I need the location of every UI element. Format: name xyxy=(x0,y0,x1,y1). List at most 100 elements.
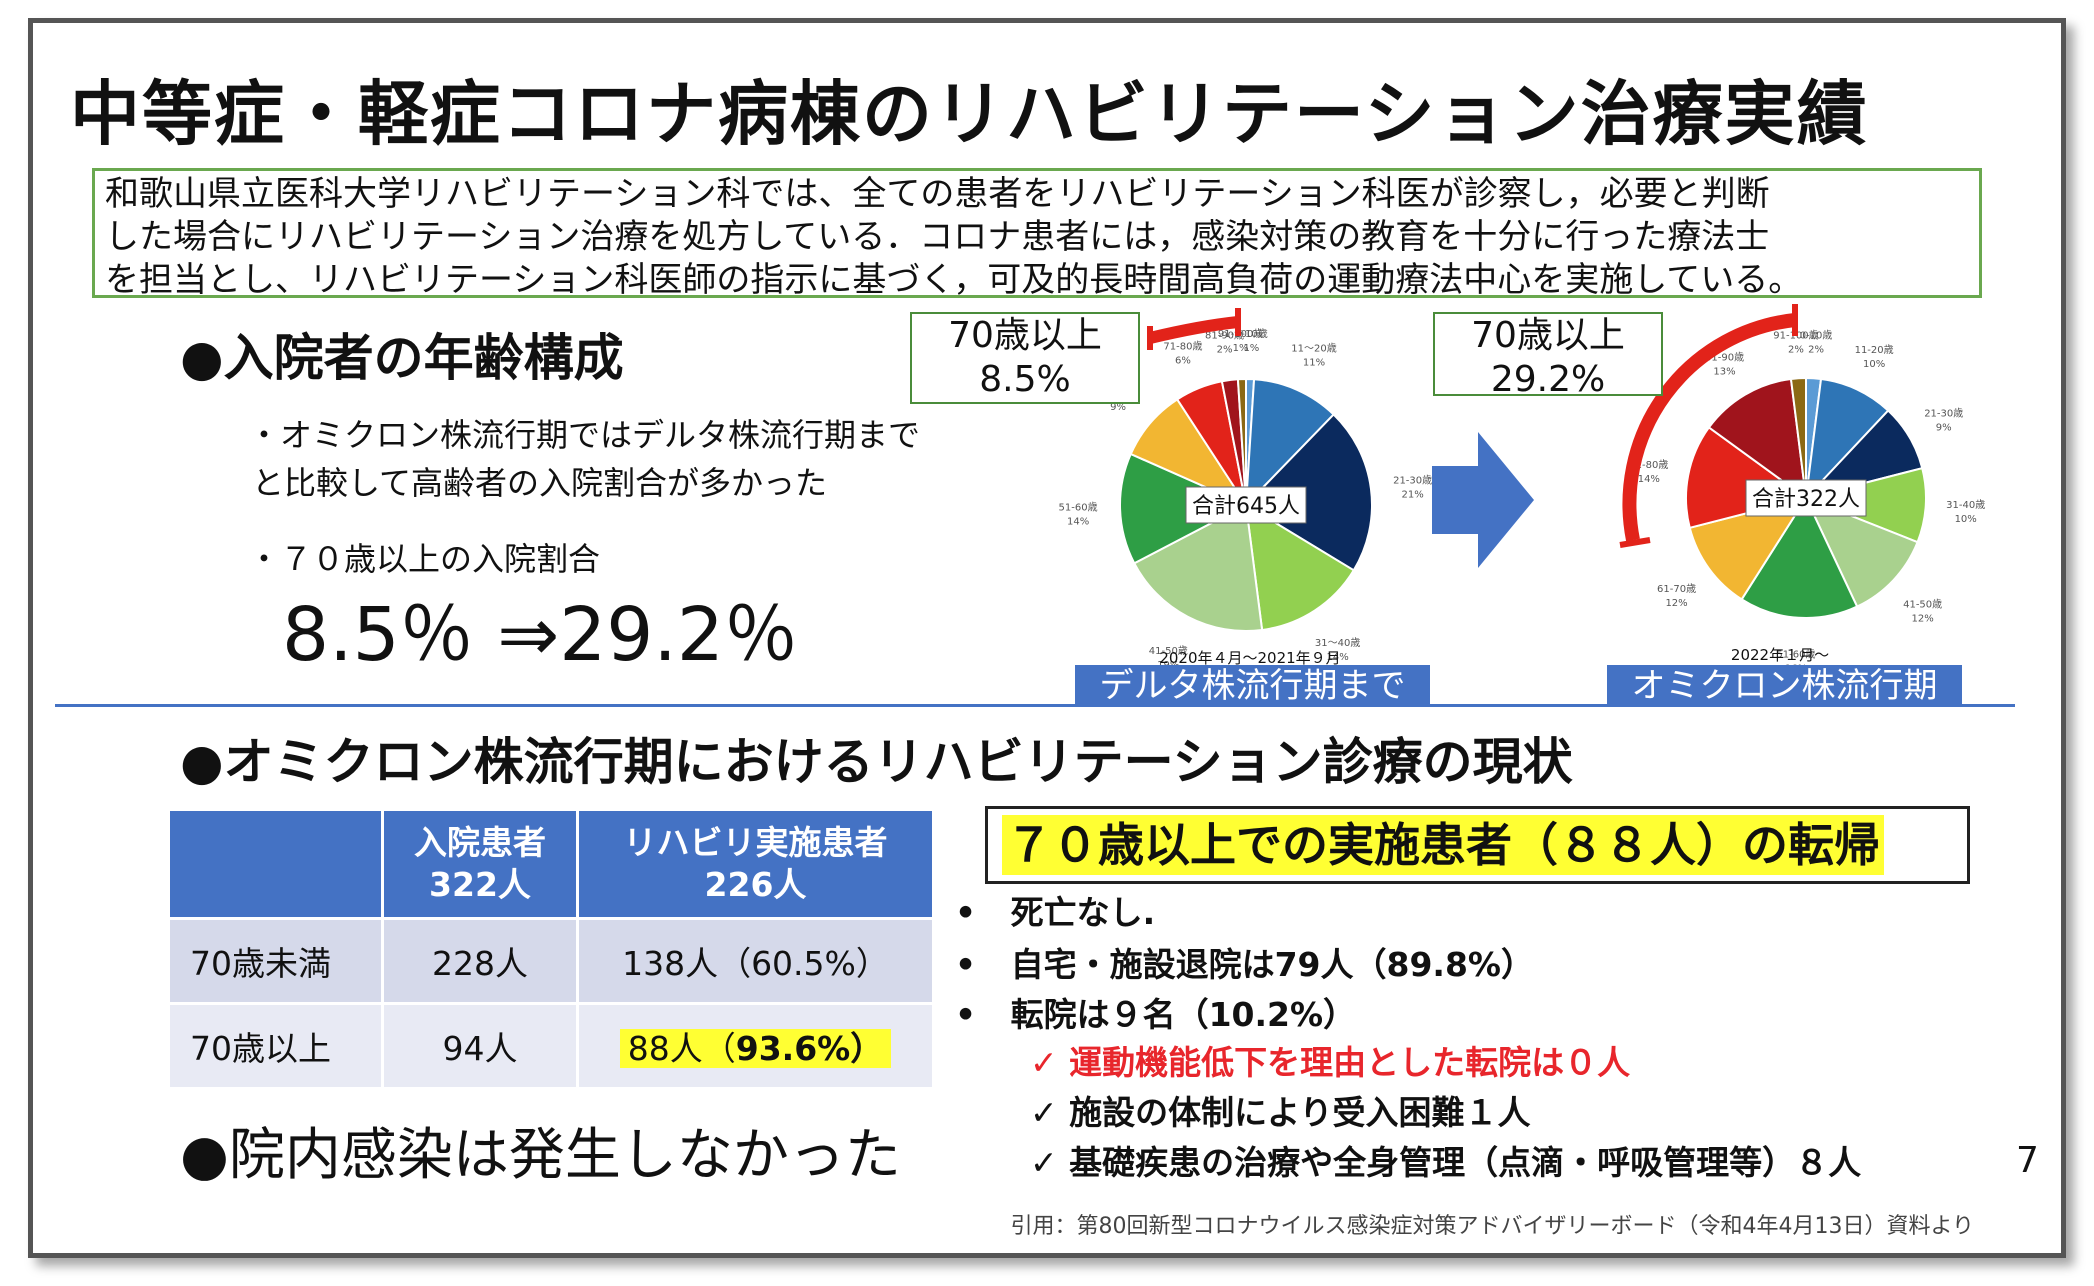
slice-category-label: 51-60歳 xyxy=(1059,501,1098,513)
bullet-item: • 自宅・施設退院は79人（89.8%） xyxy=(955,945,1534,984)
check-item: ✓ 基礎疾患の治療や全身管理（点滴・呼吸管理等）８人 xyxy=(1030,1136,1861,1184)
omicron-over70-bracket-icon xyxy=(1622,313,1796,542)
row-label: 70歳以上 xyxy=(167,1002,384,1090)
bullet-item: • 死亡なし. xyxy=(955,893,1156,932)
slice-category-label: 11-20歳 xyxy=(1855,344,1894,356)
pie-slice xyxy=(1740,495,1859,619)
intro-line: 和歌山県立医科大学リハビリテーション科では、全ての患者をリハビリテーション科医が… xyxy=(105,174,1770,214)
slice-value-label: 6% xyxy=(1175,355,1191,366)
rehab-percent: 93.6%） xyxy=(735,1029,884,1068)
slice-category-label: 21-30歳 xyxy=(1924,408,1963,420)
row-label: 70歳未満 xyxy=(167,917,384,1005)
ratio-text: 8.5％ ⇒29.2％ xyxy=(282,592,798,678)
age-note-2: ・７０歳以上の入院割合 xyxy=(248,540,601,578)
outcome-heading-box: ７０歳以上での実施患者（８８人）の転帰 xyxy=(985,806,1970,884)
check-icon: ✓ xyxy=(1030,1143,1058,1182)
delta-over70-bracket-icon xyxy=(1148,316,1239,344)
pie-slice xyxy=(1132,503,1264,632)
slice-category-label: 81-90歳 xyxy=(1205,329,1244,341)
callout-value: 29.2% xyxy=(1490,359,1606,400)
slice-value-label: 2% xyxy=(1788,344,1804,355)
header-count: 322人 xyxy=(429,865,531,904)
pie-slice xyxy=(1244,503,1356,632)
rehab-heading: ●オミクロン株流行期におけるリハビリテーション診療の現状 xyxy=(180,733,1573,791)
check-item: ✓ 運動機能低下を理由とした転院は０人 xyxy=(1030,1036,1630,1084)
page-number: 7 xyxy=(2016,1140,2039,1181)
slice-value-label: 1% xyxy=(1233,343,1249,354)
callout-value: 8.5% xyxy=(979,359,1071,400)
pie-slice xyxy=(1244,413,1373,572)
slice-category-label: 41-50歳 xyxy=(1903,599,1942,611)
pie-center-label: 合計645人 xyxy=(1192,494,1300,519)
slice-value-label: 10% xyxy=(1955,514,1977,525)
check-text: 施設の体制により受入困難１人 xyxy=(1069,1093,1531,1132)
check-text: 基礎疾患の治療や全身管理（点滴・呼吸管理等）８人 xyxy=(1069,1143,1862,1182)
slice-category-label: 0-10歳 xyxy=(1235,328,1268,340)
pie-center-label: 合計322人 xyxy=(1752,487,1860,512)
pie-center-box xyxy=(1745,479,1867,517)
omicron-bracket-end-icon xyxy=(1619,537,1651,548)
slice-value-label: 21% xyxy=(1402,490,1424,501)
slice-value-label: 14% xyxy=(1638,474,1660,485)
outcome-heading: ７０歳以上での実施患者（８８人）の転帰 xyxy=(1002,815,1884,875)
pie-center-box xyxy=(1185,486,1307,524)
slide-title: 中等症・軽症コロナ病棟のリハビリテーション治療実績 xyxy=(70,73,1869,155)
row-rehab: 138人（60.5%） xyxy=(576,917,935,1005)
slice-value-label: 1% xyxy=(1243,343,1259,354)
slice-value-label: 2% xyxy=(1808,344,1824,355)
infection-note: ●院内感染は発生しなかった xyxy=(180,1123,901,1188)
check-text: 運動機能低下を理由とした転院は０人 xyxy=(1069,1043,1631,1082)
header-text: リハビリ実施患者 xyxy=(623,823,888,862)
check-icon: ✓ xyxy=(1030,1093,1058,1132)
slice-category-label: 41-50歳 xyxy=(1149,645,1188,657)
slice-value-label: 2% xyxy=(1217,344,1233,355)
table-header-admitted: 入院患者 322人 xyxy=(381,808,579,920)
slice-value-label: 14% xyxy=(1067,516,1089,527)
slice-value-label: 14% xyxy=(1327,652,1349,663)
slice-category-label: 0-10歳 xyxy=(1800,329,1833,341)
bullet-text: 自宅・施設退院は79人（89.8%） xyxy=(1010,945,1534,984)
slice-value-label: 11% xyxy=(1303,357,1325,368)
row-admitted: 228人 xyxy=(381,917,579,1005)
row-admitted: 94人 xyxy=(381,1002,579,1090)
check-icon: ✓ xyxy=(1030,1043,1058,1082)
slice-category-label: 71-80歳 xyxy=(1163,340,1202,352)
slice-category-label: 21-30歳 xyxy=(1393,475,1432,487)
table-header-row: 入院患者 322人 リハビリ実施患者 226人 xyxy=(167,808,935,920)
bullet-item: • 転院は９名（10.2%） xyxy=(955,995,1357,1034)
table-header-empty xyxy=(167,808,384,920)
header-text: 入院患者 xyxy=(414,823,546,862)
section-divider xyxy=(55,704,2015,707)
pie-slice xyxy=(1236,377,1247,506)
rehab-table: 入院患者 322人 リハビリ実施患者 226人 70歳未満 228人 138人（… xyxy=(167,808,935,1090)
pie-slice xyxy=(1707,377,1808,501)
charts-svg: 0-10歳 1% 11～20歳 11% 21-30歳 21% 31～40歳 14% 41-50歳… xyxy=(1059,304,1985,675)
callout-label: 70歳以上 xyxy=(948,315,1102,356)
omicron-pie-chart: 0-10歳 2% 11-20歳 10% 21-30歳 9% 31-40歳 10% 41-50歳 1… xyxy=(1629,329,1985,674)
omicron-caption: 2022年１月～ xyxy=(1730,646,1830,664)
rehab-count: 88人（ xyxy=(627,1029,736,1068)
bullet-text: 転院は９名（10.2%） xyxy=(1010,995,1357,1034)
pie-slice xyxy=(1804,377,1890,501)
intro-line: した場合にリハビリテーション治療を処方している．コロナ患者には，感染対策の教育を… xyxy=(105,217,1770,257)
slice-value-label: 9% xyxy=(1936,423,1952,434)
citation: 引用：第80回新型コロナウイルス感染症対策アドバイザリーボード（令和4年4月13… xyxy=(1010,1214,1974,1239)
intro-box: 和歌山県立医科大学リハビリテーション科では、全ての患者をリハビリテーション科医が… xyxy=(92,168,1982,300)
delta-over70-callout: 70歳以上 8.5% xyxy=(910,312,1140,404)
pie-slice xyxy=(1804,496,1919,608)
check-item: ✓ 施設の体制により受入困難１人 xyxy=(1030,1086,1531,1134)
slice-category-label: 31～40歳 xyxy=(1315,637,1360,649)
delta-caption: 2020年４月～2021年９月 xyxy=(1159,649,1341,667)
bullet-text: 死亡なし. xyxy=(1010,893,1156,932)
pie-slice xyxy=(1789,376,1807,499)
age-note-1a: ・オミクロン株流行期ではデルタ株流行期まで xyxy=(248,416,921,454)
delta-period-label: デルタ株流行期まで xyxy=(1075,665,1430,707)
slice-category-label: 11～20歳 xyxy=(1291,342,1336,354)
slice-category-label: 31-40歳 xyxy=(1946,499,1985,511)
slice-category-label: 61-70歳 xyxy=(1657,583,1696,595)
slice-value-label: 13% xyxy=(1713,366,1735,377)
slice-value-label: 9% xyxy=(1110,402,1126,413)
pie-slice xyxy=(1118,452,1249,565)
pie-slice xyxy=(1688,496,1809,601)
slice-value-label: 12% xyxy=(1665,598,1687,609)
